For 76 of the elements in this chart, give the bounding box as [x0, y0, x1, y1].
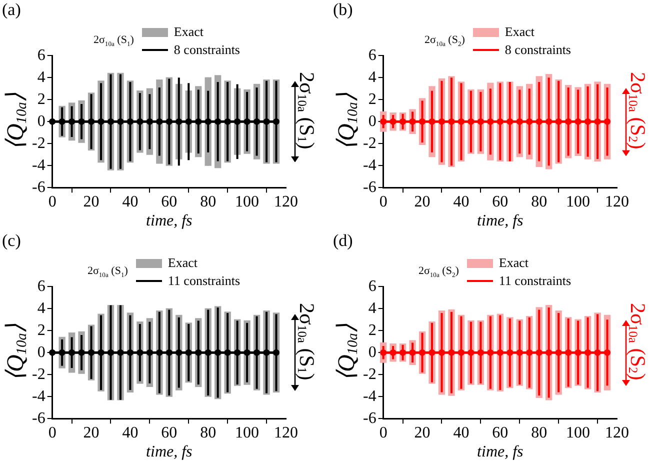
x-tick-label: 80: [200, 193, 216, 210]
x-tick-label: 60: [161, 193, 178, 210]
chart-title: (a): [2, 0, 21, 20]
y-tick-label: 6: [37, 278, 46, 295]
y-tick-label: -6: [32, 178, 46, 196]
legend-label: Exact: [174, 24, 204, 40]
y-tick-label: -6: [363, 178, 376, 196]
y-tick-label: 6: [37, 46, 46, 64]
y-tick-label: -2: [32, 366, 46, 383]
x-tick-label: 20: [83, 193, 100, 210]
y-tick-label: 6: [368, 278, 376, 295]
legend-title: 2σ$_{10a}$ (S$_{1}$): [93, 34, 134, 48]
x-axis-title: time, fs: [146, 212, 192, 230]
legend-label: Exact: [498, 255, 528, 271]
x-tick-label: 120: [605, 193, 629, 210]
y-tick-label: 2: [368, 90, 376, 108]
legend-label: 8 constraints: [504, 42, 571, 58]
x-tick-label: 0: [379, 193, 388, 210]
y-tick-label: -2: [363, 134, 376, 152]
x-tick-label: 20: [414, 193, 430, 210]
legend-title: 2σ$_{10a}$ (S$_{2}$): [418, 264, 459, 280]
x-tick-label: 40: [453, 424, 470, 442]
x-tick-label: 120: [274, 193, 298, 210]
chart-title: (d): [333, 231, 353, 251]
y-tick-label: 2: [368, 322, 376, 339]
y-tick-label: 0: [368, 344, 376, 361]
legend-title: 2σ$_{10a}$ (S$_{1}$): [87, 264, 128, 280]
y-tick-label: -6: [32, 410, 46, 427]
y-tick-label: 0: [37, 344, 46, 361]
x-tick-label: 80: [531, 193, 548, 210]
chart-title: (b): [333, 0, 353, 20]
x-tick-label: 20: [414, 424, 430, 442]
legend-label: 11 constraints: [498, 273, 571, 289]
x-tick-label: 80: [200, 424, 216, 442]
legend-label: 11 constraints: [168, 273, 240, 289]
chart-title: (c): [2, 231, 21, 251]
x-tick-label: 100: [566, 193, 590, 210]
x-tick-label: 60: [492, 424, 508, 442]
x-tick-label: 80: [531, 424, 548, 442]
x-tick-label: 0: [379, 424, 388, 442]
x-tick-label: 100: [566, 424, 590, 442]
y-tick-label: 4: [368, 68, 376, 86]
x-tick-label: 0: [48, 424, 56, 442]
x-tick-label: 20: [83, 424, 100, 442]
y-tick-label: 0: [368, 112, 376, 130]
y-tick-label: -4: [32, 388, 46, 405]
y-tick-label: 2: [37, 90, 46, 108]
x-tick-label: 60: [161, 424, 178, 442]
x-tick-label: 120: [274, 424, 298, 442]
y-tick-label: 0: [37, 112, 46, 130]
y-tick-label: -4: [363, 388, 376, 405]
y-tick-label: -2: [363, 366, 376, 383]
x-tick-label: 100: [235, 193, 260, 210]
legend-label: Exact: [168, 255, 198, 271]
legend-title: 2σ$_{10a}$ (S$_{2}$): [424, 34, 465, 48]
y-tick-label: -2: [32, 134, 46, 152]
y-tick-label: -4: [363, 156, 376, 174]
legend-label: 8 constraints: [174, 42, 240, 58]
x-tick-label: 40: [453, 193, 470, 210]
x-tick-label: 120: [605, 424, 629, 442]
x-tick-label: 100: [235, 424, 260, 442]
x-tick-label: 40: [122, 424, 138, 442]
y-tick-label: -6: [363, 410, 376, 427]
x-tick-label: 40: [122, 193, 138, 210]
x-tick-label: 60: [492, 193, 508, 210]
x-axis-title: time, fs: [477, 444, 524, 461]
y-tick-label: 4: [37, 68, 46, 86]
y-tick-label: 4: [37, 300, 46, 317]
legend-label: Exact: [504, 24, 535, 40]
y-tick-label: -4: [32, 156, 46, 174]
y-tick-label: 6: [368, 46, 376, 64]
x-axis-title: time, fs: [146, 444, 192, 461]
y-tick-label: 2: [37, 322, 46, 339]
y-tick-label: 4: [368, 300, 376, 317]
x-axis-title: time, fs: [477, 212, 524, 230]
x-tick-label: 0: [48, 193, 56, 210]
